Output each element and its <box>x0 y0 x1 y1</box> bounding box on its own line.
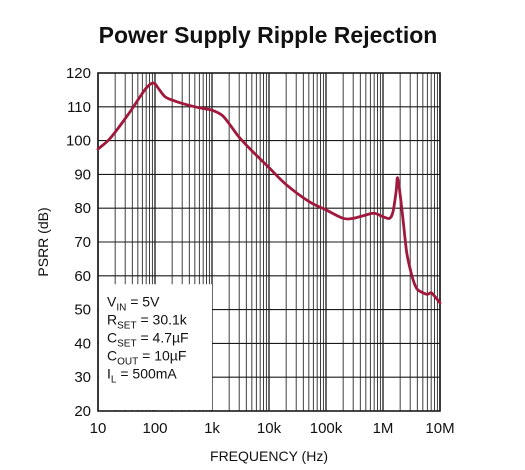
chart-title: Power Supply Ripple Rejection <box>99 22 438 48</box>
x-tick-label: 10k <box>257 420 282 437</box>
legend-line: COUT = 10µF <box>107 347 186 367</box>
y-tick-label: 120 <box>66 65 91 82</box>
y-tick-label: 20 <box>74 403 91 420</box>
y-tick-label: 30 <box>74 369 91 386</box>
y-tick-label: 70 <box>74 234 91 251</box>
x-tick-label: 10 <box>90 420 107 437</box>
x-tick-label: 100k <box>310 420 343 437</box>
legend-line: IL = 500mA <box>107 365 177 385</box>
legend-background <box>99 284 212 410</box>
x-tick-label: 1k <box>204 420 220 437</box>
y-tick-label: 100 <box>66 133 91 150</box>
y-tick-label: 40 <box>74 335 91 352</box>
y-tick-label: 60 <box>74 268 91 285</box>
y-tick-label: 50 <box>74 302 91 319</box>
y-tick-label: 90 <box>74 166 91 183</box>
x-tick-label: 100 <box>142 420 167 437</box>
y-axis-label: PSRR (dB) <box>35 207 51 276</box>
y-tick-label: 110 <box>67 99 91 116</box>
legend-line: VIN = 5V <box>107 293 160 313</box>
y-tick-label: 80 <box>74 200 91 217</box>
x-tick-label: 10M <box>425 420 454 437</box>
x-axis-label: FREQUENCY (Hz) <box>210 448 328 464</box>
x-tick-label: 1M <box>373 420 394 437</box>
legend-line: RSET = 30.1k <box>107 311 188 331</box>
x-tick-labels: 10 100 1k 10k 100k 1M 10M <box>90 420 455 437</box>
legend-line: CSET = 4.7µF <box>107 329 189 349</box>
plot-frame <box>97 72 441 412</box>
y-tick-labels: 20 30 40 50 60 70 80 90 100 110 120 <box>66 65 91 420</box>
psrr-series-line <box>96 81 442 305</box>
